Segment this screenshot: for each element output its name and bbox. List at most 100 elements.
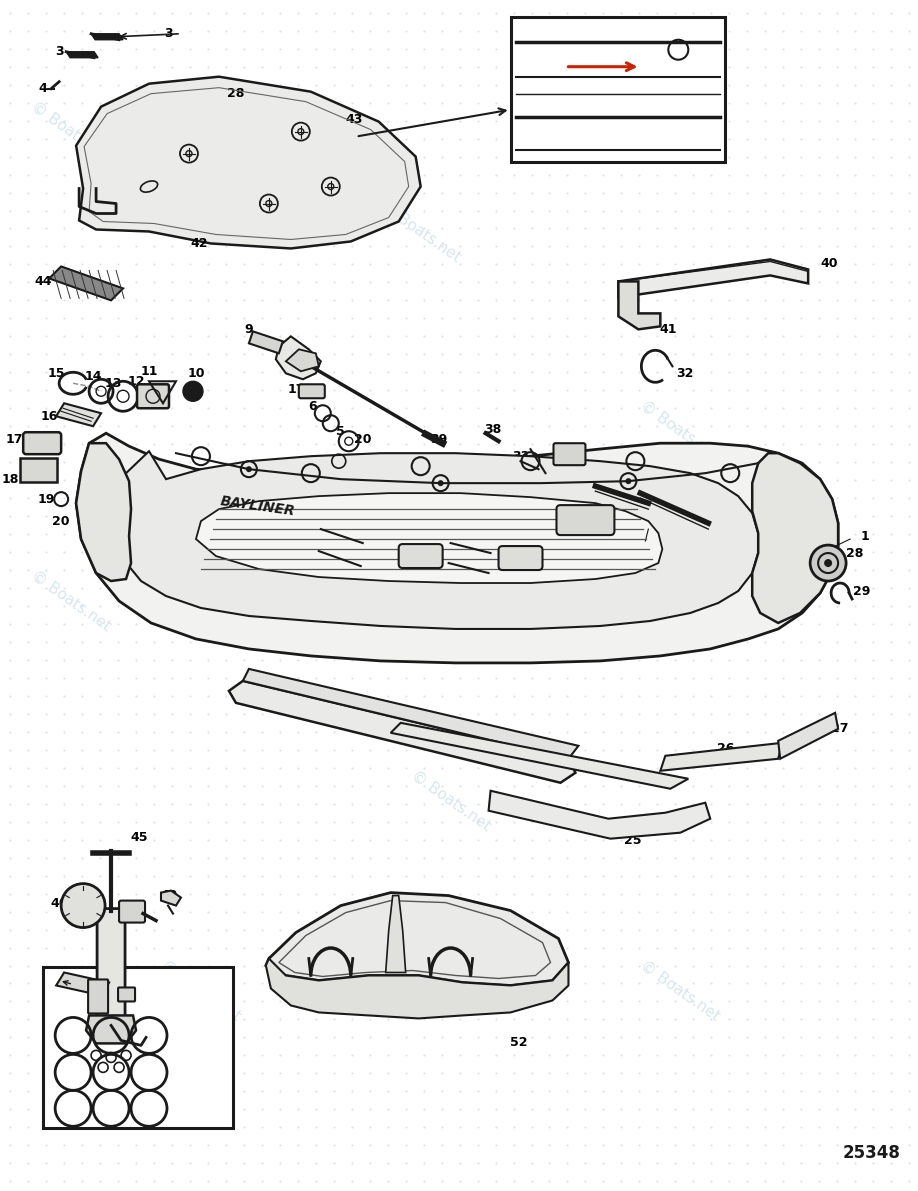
Polygon shape <box>266 959 568 1018</box>
Text: 19: 19 <box>317 455 334 468</box>
Text: 20: 20 <box>354 432 372 445</box>
FancyBboxPatch shape <box>20 459 57 482</box>
FancyBboxPatch shape <box>398 544 442 568</box>
Text: 6: 6 <box>308 400 317 413</box>
Text: 10: 10 <box>187 367 205 380</box>
Polygon shape <box>619 281 660 330</box>
Text: 37: 37 <box>689 490 707 503</box>
Circle shape <box>183 381 203 401</box>
FancyBboxPatch shape <box>556 505 614 535</box>
Polygon shape <box>752 454 838 623</box>
Text: 13: 13 <box>105 376 122 389</box>
Text: 8: 8 <box>285 464 293 478</box>
Polygon shape <box>488 791 711 838</box>
FancyBboxPatch shape <box>43 967 233 1128</box>
Text: 7: 7 <box>286 343 296 356</box>
Text: 20: 20 <box>52 515 70 528</box>
Text: 49: 49 <box>161 890 178 902</box>
Text: 28: 28 <box>846 547 864 560</box>
Text: 42: 42 <box>190 237 207 250</box>
Text: 23: 23 <box>402 735 420 747</box>
Text: 30: 30 <box>587 535 604 548</box>
FancyBboxPatch shape <box>554 443 586 466</box>
Text: 39: 39 <box>430 432 447 445</box>
Text: 51: 51 <box>71 969 88 983</box>
Circle shape <box>246 466 252 472</box>
Polygon shape <box>56 404 101 426</box>
Text: © Boats.net: © Boats.net <box>378 199 464 264</box>
Text: 9: 9 <box>244 323 253 336</box>
FancyBboxPatch shape <box>118 987 135 1002</box>
Polygon shape <box>91 33 123 39</box>
Text: 18: 18 <box>2 473 19 486</box>
Polygon shape <box>285 349 319 372</box>
Text: 34: 34 <box>540 456 557 469</box>
Text: 19: 19 <box>38 493 55 506</box>
Text: 29: 29 <box>854 585 871 598</box>
Polygon shape <box>113 451 758 629</box>
Text: 3: 3 <box>55 45 63 58</box>
Circle shape <box>824 559 832 567</box>
Text: 11: 11 <box>140 364 158 378</box>
Text: 38: 38 <box>484 423 501 436</box>
Polygon shape <box>778 713 838 759</box>
Polygon shape <box>196 493 663 584</box>
Text: © Boats.net: © Boats.net <box>638 958 722 1023</box>
Text: © Boats.net: © Boats.net <box>28 99 114 164</box>
Polygon shape <box>76 443 131 581</box>
Text: BAYLINER: BAYLINER <box>218 494 296 518</box>
Polygon shape <box>66 51 98 57</box>
Text: 24: 24 <box>527 754 544 767</box>
Text: 46: 46 <box>50 897 68 910</box>
Text: 22: 22 <box>312 712 330 725</box>
Polygon shape <box>229 681 576 782</box>
Text: 31: 31 <box>570 462 588 475</box>
Text: 17: 17 <box>6 432 23 445</box>
Text: 40: 40 <box>820 257 837 270</box>
Text: 8: 8 <box>311 462 320 475</box>
Text: 1: 1 <box>861 530 869 543</box>
Text: 41: 41 <box>659 323 677 336</box>
Polygon shape <box>86 1016 136 1043</box>
Text: 35: 35 <box>530 467 547 480</box>
Text: 32: 32 <box>677 367 694 380</box>
FancyBboxPatch shape <box>97 909 125 1017</box>
Text: 36: 36 <box>620 485 637 498</box>
Polygon shape <box>386 896 406 973</box>
Text: 16: 16 <box>40 410 58 423</box>
Text: 48: 48 <box>132 987 150 1000</box>
Text: 44: 44 <box>34 275 52 288</box>
Text: 28: 28 <box>228 87 244 100</box>
Polygon shape <box>76 76 420 249</box>
Text: 45: 45 <box>130 831 148 844</box>
Text: © Boats.net: © Boats.net <box>409 768 493 834</box>
Polygon shape <box>275 336 320 379</box>
FancyBboxPatch shape <box>299 385 325 398</box>
Text: 3: 3 <box>164 27 174 40</box>
Text: 52: 52 <box>509 1036 527 1049</box>
Text: 4: 4 <box>39 82 48 95</box>
Text: 43: 43 <box>345 113 363 126</box>
FancyBboxPatch shape <box>88 979 108 1014</box>
Text: 5: 5 <box>336 425 345 438</box>
Text: 33: 33 <box>512 450 529 462</box>
Text: 26: 26 <box>717 742 734 755</box>
Polygon shape <box>619 260 808 298</box>
Polygon shape <box>50 267 123 300</box>
Text: 3: 3 <box>235 482 243 495</box>
Circle shape <box>811 545 846 581</box>
Polygon shape <box>660 743 782 771</box>
Polygon shape <box>56 973 109 996</box>
FancyBboxPatch shape <box>23 432 62 454</box>
Text: 25348: 25348 <box>842 1145 900 1162</box>
Text: 25: 25 <box>623 834 641 847</box>
Text: 17: 17 <box>287 382 305 395</box>
FancyBboxPatch shape <box>510 17 725 162</box>
Polygon shape <box>249 331 283 354</box>
Polygon shape <box>76 434 838 663</box>
Text: 50: 50 <box>128 1047 145 1060</box>
Text: 3: 3 <box>256 469 265 482</box>
FancyBboxPatch shape <box>498 545 543 570</box>
Text: 12: 12 <box>128 375 145 388</box>
Polygon shape <box>243 669 578 759</box>
